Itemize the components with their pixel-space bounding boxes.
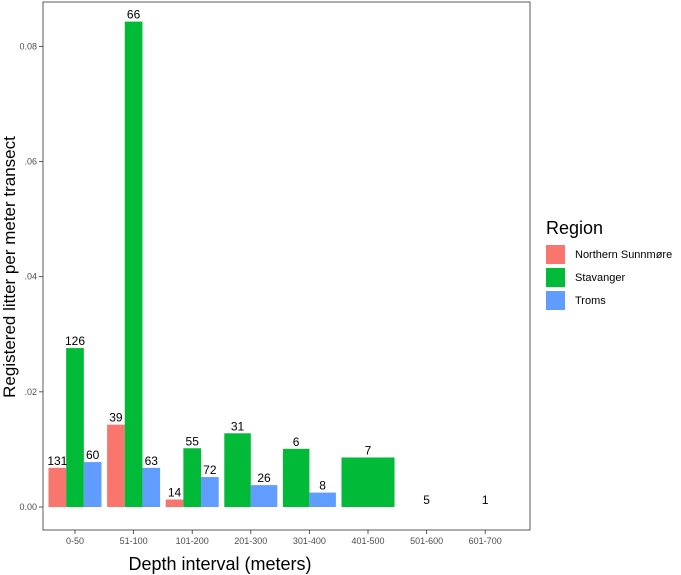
bar — [48, 467, 67, 507]
bar — [224, 433, 251, 507]
legend-swatch — [546, 245, 565, 264]
legend-title: Region — [546, 218, 603, 238]
bar — [83, 462, 102, 507]
bar — [66, 348, 84, 507]
bar — [282, 448, 310, 507]
legend-label: Stavanger — [575, 272, 625, 284]
legend-label: Northern Sunnmøre — [575, 249, 672, 261]
x-tick-label: 201-300 — [234, 536, 267, 546]
bar-label: 7 — [365, 443, 372, 457]
x-axis-title: Depth interval (meters) — [128, 554, 311, 574]
y-tick-label: .02 — [24, 387, 37, 397]
bar-label: 126 — [65, 334, 85, 348]
bar-label: 8 — [319, 479, 326, 493]
bar-label: 55 — [186, 434, 200, 448]
bar-label: 39 — [109, 411, 123, 425]
y-tick-label: 0.00 — [19, 502, 37, 512]
y-axis: 0.00 .02 .04 .06 0.08 — [19, 41, 43, 512]
legend-swatch — [546, 291, 565, 310]
bar-label: 60 — [86, 448, 100, 462]
x-tick-label: 501-600 — [410, 536, 443, 546]
legend-label: Troms — [575, 295, 606, 307]
bar-label: 63 — [145, 454, 159, 468]
bar-label: 66 — [127, 8, 141, 22]
bar-labels: 131 126 60 39 66 63 14 55 72 31 26 6 8 7 5 1 — [47, 8, 489, 507]
bar — [250, 485, 278, 507]
bar — [142, 467, 161, 507]
bar — [341, 457, 395, 507]
bar-label: 5 — [423, 493, 430, 507]
bar — [165, 499, 184, 507]
x-tick-label: 601-700 — [469, 536, 502, 546]
bar-label: 14 — [168, 486, 182, 500]
bar — [107, 424, 125, 507]
x-tick-label: 0-50 — [66, 536, 84, 546]
bar-label: 131 — [47, 454, 67, 468]
bar-label: 31 — [231, 419, 245, 433]
x-axis: 0-50 51-100 101-200 201-300 301-400 401-500 50… — [66, 530, 502, 546]
bar-label: 72 — [203, 463, 217, 477]
bar — [124, 21, 143, 508]
bar-label: 26 — [257, 471, 271, 485]
bars — [48, 21, 395, 508]
y-tick-label: 0.08 — [19, 41, 37, 51]
y-axis-title: Registered litter per meter transect — [0, 136, 19, 398]
x-tick-label: 51-100 — [120, 536, 148, 546]
legend: Region Northern Sunnmøre Stavanger Troms — [546, 218, 672, 310]
y-tick-label: .06 — [24, 157, 37, 167]
y-tick-label: .04 — [24, 272, 37, 282]
bar — [201, 477, 219, 507]
bar-label: 6 — [293, 435, 300, 449]
bar — [183, 448, 202, 507]
x-tick-label: 401-500 — [351, 536, 384, 546]
x-tick-label: 301-400 — [293, 536, 326, 546]
bar — [309, 492, 336, 507]
bar-label: 1 — [482, 493, 489, 507]
legend-swatch — [546, 268, 565, 287]
x-tick-label: 101-200 — [176, 536, 209, 546]
